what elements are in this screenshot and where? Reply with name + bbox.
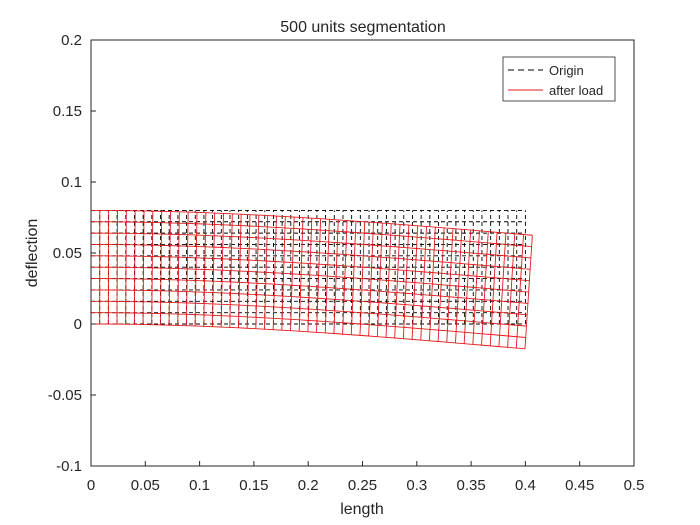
mesh-column-line <box>290 217 295 331</box>
x-tick-label: 0.1 <box>189 477 210 494</box>
mesh-column-line <box>515 234 524 349</box>
plot-area-border <box>90 39 635 467</box>
y-tick-label: 0.15 <box>53 103 82 120</box>
mesh-column-line <box>428 227 436 341</box>
y-tick-label: -0.05 <box>48 387 82 404</box>
x-axis: 0 0.05 0.1 0.15 0.2 0.25 0.3 0.35 0.4 0.45 0.5 <box>87 461 645 494</box>
y-tick-label: 0.2 <box>61 32 82 49</box>
mesh-column-line <box>159 211 163 325</box>
x-tick-label: 0.5 <box>624 477 645 494</box>
y-tick-label: 0.05 <box>53 245 82 262</box>
legend-label-after-load: after load <box>549 83 603 98</box>
mesh-column-line <box>264 215 269 330</box>
mesh-column-line <box>185 212 189 326</box>
y-tick-label: 0.1 <box>61 174 82 191</box>
x-tick-label: 0.35 <box>456 477 485 494</box>
legend-label-origin: Origin <box>549 63 584 78</box>
mesh-column-line <box>463 230 472 344</box>
mesh-column-line <box>281 216 286 331</box>
chart-title: 500 units segmentation <box>280 19 445 36</box>
mesh-column-line <box>402 225 410 339</box>
x-tick-label: 0.3 <box>406 477 427 494</box>
mesh-column-line <box>298 217 304 332</box>
mesh-column-line <box>524 235 533 349</box>
mesh-column-line <box>420 226 427 341</box>
origin-mesh <box>90 209 526 325</box>
x-tick-label: 0.4 <box>515 477 536 494</box>
mesh-column-line <box>411 225 419 340</box>
mesh-column-line <box>507 233 516 348</box>
y-axis-label: deflection <box>24 219 41 288</box>
mesh-column-line <box>272 216 277 330</box>
mesh-column-line <box>220 213 224 328</box>
mesh-column-line <box>151 211 154 325</box>
mesh-column-line <box>455 229 463 343</box>
mesh-column-line <box>246 214 251 329</box>
legend[interactable]: Origin after load <box>502 56 616 102</box>
x-tick-label: 0.2 <box>298 477 319 494</box>
mesh-column-line <box>481 231 489 346</box>
y-axis: -0.1 -0.05 0 0.05 0.1 0.15 0.2 <box>48 32 96 475</box>
x-tick-label: 0 <box>87 477 95 494</box>
mesh-column-line <box>211 213 216 327</box>
mesh-column-line <box>125 210 127 325</box>
mesh-column-line <box>472 230 480 345</box>
mesh-column-line <box>446 228 454 343</box>
mesh-column-line <box>238 214 242 328</box>
mesh-column-line <box>307 218 313 332</box>
mesh-column-line <box>229 213 233 328</box>
mesh-column-line <box>203 212 207 327</box>
mesh-column-line <box>255 215 260 329</box>
mesh-column-line <box>498 232 507 347</box>
x-axis-label: length <box>340 501 384 518</box>
mesh-column-line <box>368 222 375 337</box>
mesh-column-line <box>350 221 357 335</box>
mesh-column-line <box>437 227 445 342</box>
after-load-mesh <box>90 209 533 350</box>
x-tick-label: 0.15 <box>239 477 268 494</box>
x-tick-label: 0.25 <box>348 477 377 494</box>
legend-box <box>502 56 616 102</box>
mesh-column-line <box>168 211 171 326</box>
mesh-column-line <box>133 210 136 325</box>
mesh-column-line <box>394 224 401 339</box>
mesh-column-line <box>333 219 339 334</box>
mesh-column-line <box>385 223 392 338</box>
y-tick-label: 0 <box>74 316 82 333</box>
mesh-column-line <box>489 232 498 346</box>
x-tick-label: 0.45 <box>565 477 594 494</box>
mesh-column-line <box>194 212 198 326</box>
mesh-column-line <box>142 210 145 325</box>
y-tick-label: -0.1 <box>56 458 82 475</box>
plot-series <box>90 209 533 350</box>
mesh-column-line <box>359 221 366 336</box>
mesh-column-line <box>316 218 322 333</box>
mesh-column-line <box>342 220 348 335</box>
mesh-column-line <box>177 211 180 326</box>
mesh-column-line <box>376 223 383 337</box>
x-tick-label: 0.05 <box>131 477 160 494</box>
mesh-column-line <box>324 219 330 333</box>
